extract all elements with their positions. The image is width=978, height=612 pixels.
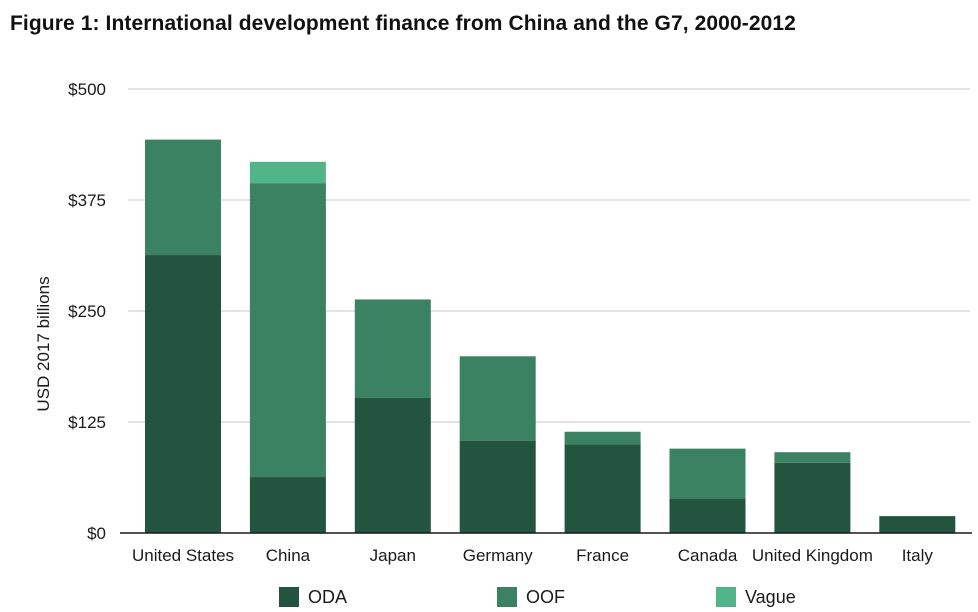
bar-segment-oof (145, 139, 221, 256)
legend-swatch-oda (279, 587, 299, 607)
y-tick-label: $125 (68, 413, 106, 432)
x-tick-label: United States (132, 546, 234, 565)
bar-segment-oda (879, 516, 956, 533)
x-tick-label: United Kingdom (752, 546, 873, 565)
chart-title: Figure 1: International development fina… (10, 12, 796, 35)
y-tick-label: $250 (68, 302, 106, 321)
y-axis-tick-labels: $0 $125 $250 $375 $500 (68, 80, 106, 543)
bar-segment-oda (669, 498, 746, 533)
legend-label-oda: ODA (308, 587, 347, 607)
x-tick-label: Canada (678, 546, 738, 565)
legend: ODA OOF Vague (279, 587, 796, 607)
bar-segment-vague (249, 161, 326, 184)
y-tick-label: $500 (68, 80, 106, 99)
legend-swatch-vague (716, 587, 736, 607)
legend-label-vague: Vague (745, 587, 796, 607)
bar-segment-oda (354, 398, 431, 533)
bar-segment-oof (459, 356, 536, 441)
y-tick-label: $375 (68, 191, 106, 210)
legend-swatch-oof (497, 587, 517, 607)
bar-segment-oof (249, 183, 326, 478)
y-axis-label: USD 2017 billions (34, 276, 53, 411)
x-tick-label: Germany (463, 546, 533, 565)
x-tick-label: Italy (902, 546, 934, 565)
bar-segment-oof (354, 299, 431, 399)
bar-segment-oda (564, 444, 641, 533)
bar-segment-oof (564, 431, 641, 445)
bar-segment-oof (669, 448, 746, 499)
x-tick-label: China (266, 546, 311, 565)
x-tick-label: France (576, 546, 629, 565)
bar-segment-oda (459, 440, 536, 533)
y-tick-label: $0 (87, 524, 106, 543)
bars (145, 139, 956, 533)
x-axis-tick-labels: United States China Japan Germany France Cana… (132, 546, 933, 565)
x-tick-label: Japan (370, 546, 416, 565)
bar-segment-oda (774, 462, 851, 533)
bar-segment-oda (145, 255, 221, 533)
bar-segment-oof (774, 452, 851, 463)
legend-label-oof: OOF (526, 587, 565, 607)
bar-segment-oda (249, 477, 326, 533)
